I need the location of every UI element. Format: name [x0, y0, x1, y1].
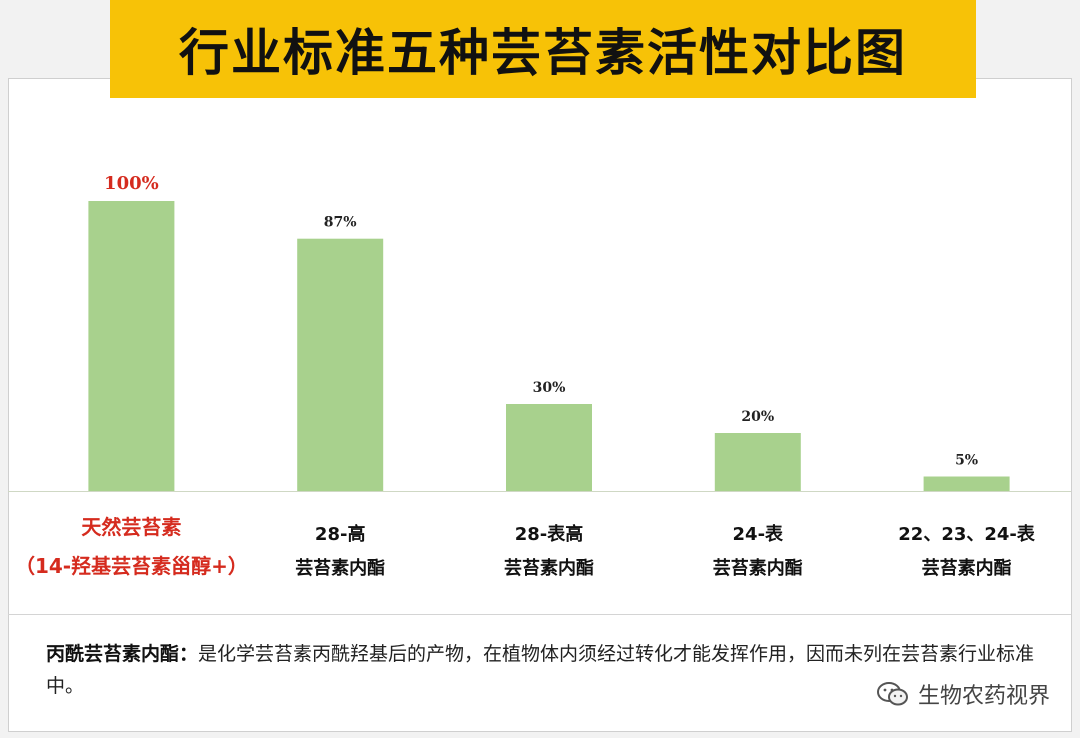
value-label-4: 5%	[955, 453, 978, 469]
category-label-3-0: 24-表	[733, 523, 785, 545]
category-label-3-1: 芸苔素内酯	[713, 557, 803, 579]
value-label-0: 100%	[104, 173, 159, 194]
bar-4	[923, 476, 1010, 491]
category-label-4-0: 22、23、24-表	[898, 523, 1036, 545]
value-label-3: 20%	[741, 409, 774, 425]
category-label-2-1: 芸苔素内酯	[504, 557, 594, 579]
value-label-1: 87%	[324, 215, 357, 231]
divider	[8, 614, 1071, 615]
bar-2	[506, 404, 592, 491]
footnote-text: 是化学芸苔素丙酰羟基后的产物，在植物体内须经过转化才能发挥作用，因而未列在芸苔素…	[46, 643, 1035, 697]
value-label-2: 30%	[533, 380, 566, 396]
wechat-icon	[876, 682, 908, 706]
watermark: 生物农药视界	[876, 678, 1050, 710]
bar-3	[714, 433, 801, 491]
bar-0	[88, 201, 175, 491]
footnote: 丙酰芸苔素内酯：是化学芸苔素丙酰羟基后的产物，在植物体内须经过转化才能发挥作用，…	[46, 638, 1036, 702]
category-label-1-1: 芸苔素内酯	[295, 557, 385, 579]
category-label-1-0: 28-高	[315, 523, 366, 545]
watermark-text: 生物农药视界	[917, 684, 1050, 709]
bar-1	[297, 238, 384, 491]
page-title: 行业标准五种芸苔素活性对比图	[110, 0, 976, 98]
category-label-2-0: 28-表高	[515, 523, 584, 545]
category-label-0-0: 天然芸苔素	[81, 515, 181, 539]
category-label-4-1: 芸苔素内酯	[922, 557, 1012, 579]
category-label-0-1: （14-羟基芸苔素甾醇+）	[15, 554, 248, 578]
footnote-term: 丙酰芸苔素内酯：	[46, 643, 199, 665]
